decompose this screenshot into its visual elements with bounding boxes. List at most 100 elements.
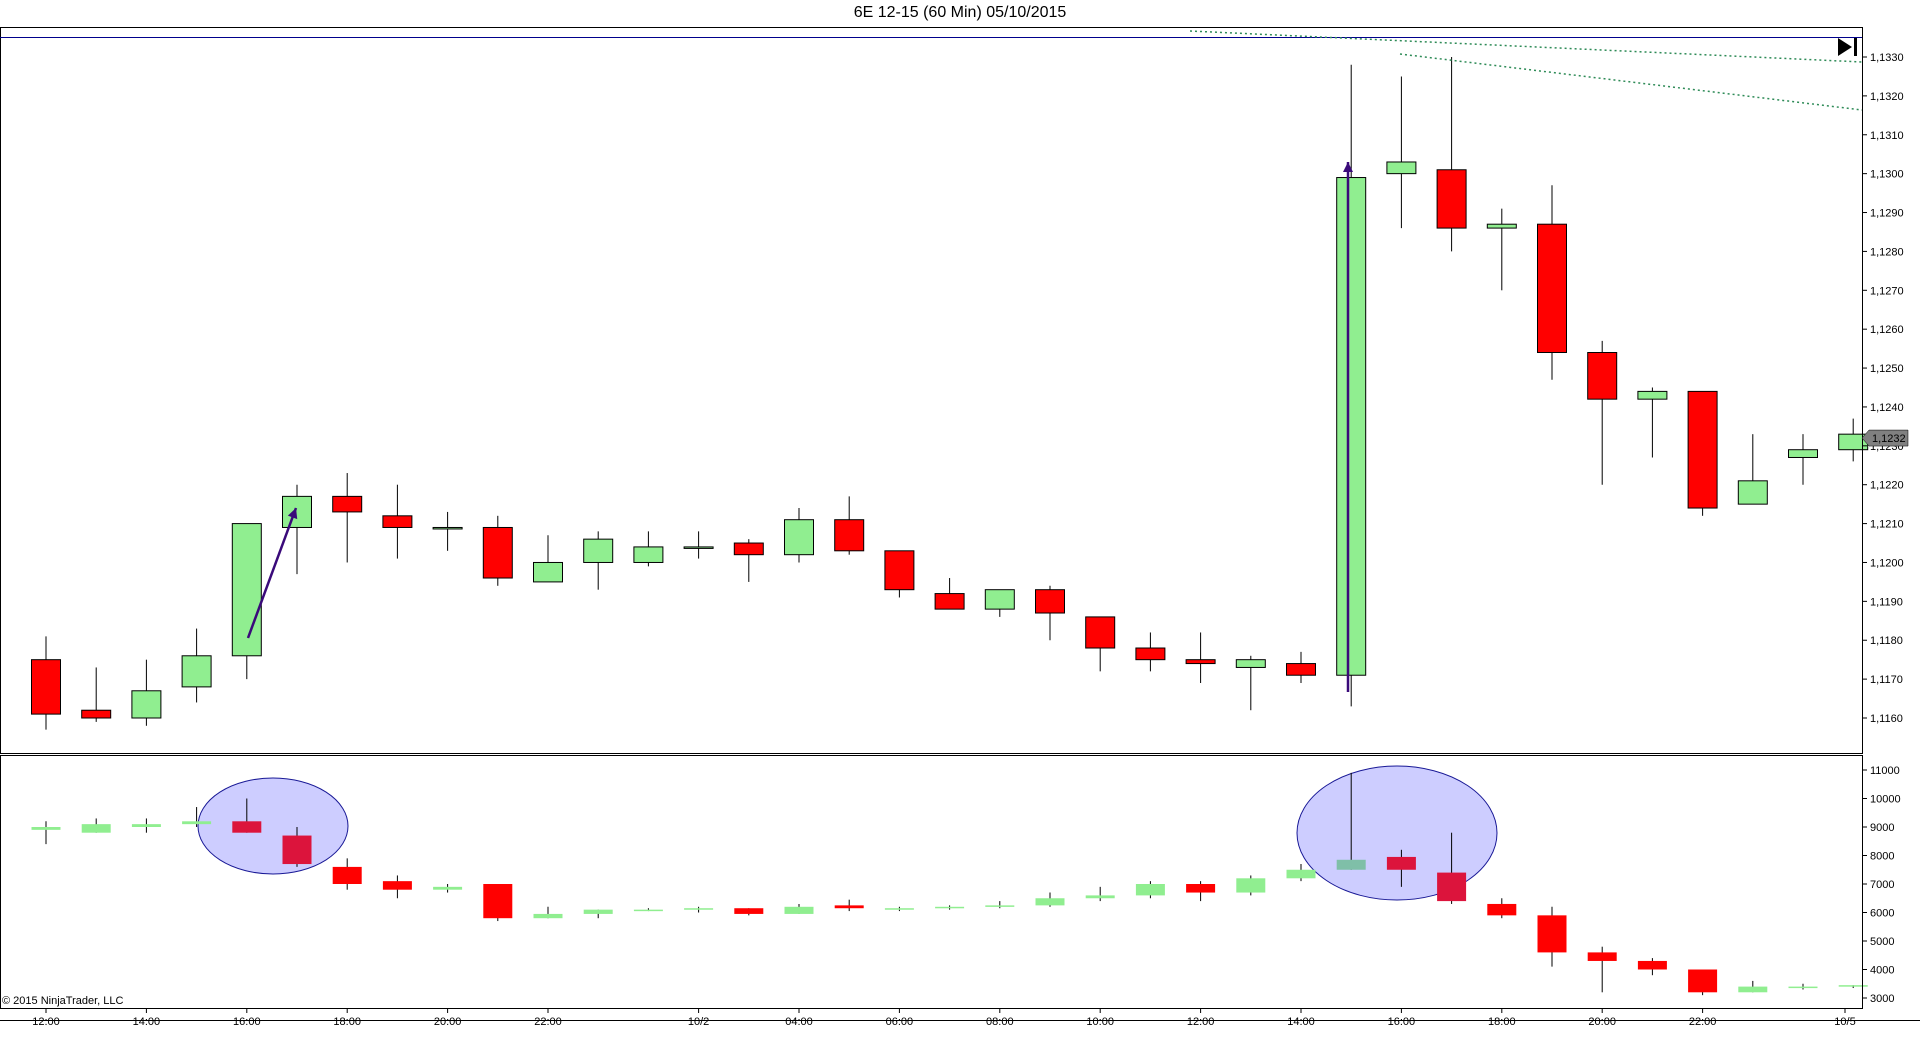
volume-candle-body (182, 821, 212, 825)
volume-highlight-ellipse (1296, 765, 1498, 901)
price-candle-body (1486, 223, 1517, 229)
volume-candle-body (131, 824, 161, 827)
volume-candle-body (282, 835, 312, 865)
price-panel (31, 57, 1869, 730)
volume-candle-body (985, 905, 1015, 907)
trendline-lower (1399, 53, 1863, 111)
last-price-label: 1,1232 (1872, 433, 1906, 445)
volume-candle-body (583, 909, 613, 914)
price-candle-body (131, 690, 162, 719)
axes: 1,1160 1,1170 1,1180 1,1190 1,1200 1,1210 1,12… (0, 27, 1920, 1028)
volume-candle-body (1437, 872, 1467, 902)
volume-candle-body (734, 908, 764, 914)
price-axis-label: 1,1240 (1870, 402, 1904, 414)
volume-candle-body (834, 905, 864, 909)
price-candle-body (934, 593, 965, 610)
volume-candle-body (1236, 878, 1266, 893)
volume-candle-body (1386, 856, 1416, 870)
price-axis-label: 1,1290 (1870, 208, 1904, 220)
time-axis-label: 12:00 (32, 1016, 60, 1028)
price-axis-label: 1,1270 (1870, 285, 1904, 297)
volume-axis-label: 11000 (1870, 765, 1900, 777)
price-candle-body (1286, 663, 1316, 676)
price-candle-body (231, 523, 262, 657)
volume-candle-body (1336, 859, 1366, 870)
price-candle-body (31, 659, 61, 715)
volume-candle-body (433, 886, 463, 890)
copyright-text: © 2015 NinjaTrader, LLC (2, 995, 124, 1007)
volume-candle-body (232, 821, 262, 833)
time-axis-label: 18:00 (1488, 1016, 1516, 1028)
time-axis-label: 10:00 (1086, 1016, 1114, 1028)
price-candle-body (1436, 169, 1467, 229)
volume-candle-body (1738, 986, 1768, 993)
volume-panel-frame (0, 755, 1863, 1009)
price-candle-body (1587, 352, 1618, 400)
price-candle-body (1386, 161, 1417, 175)
price-candle-body (1235, 659, 1266, 668)
volume-candle-body (382, 881, 412, 890)
price-candle-body (583, 538, 614, 563)
volume-candle-body (784, 906, 814, 914)
volume-candle-body (533, 913, 563, 919)
arrow-drawing-head (287, 508, 298, 520)
price-candle-body (1135, 647, 1166, 661)
price-candle-body (1336, 177, 1367, 676)
price-axis-label: 1,1210 (1870, 519, 1904, 531)
last-price-badge (1861, 429, 1909, 447)
price-candle-body (282, 495, 312, 528)
price-axis-label: 1,1310 (1870, 130, 1904, 142)
time-axis-label: 12:00 (1187, 1016, 1215, 1028)
time-axis-label: 14:00 (133, 1016, 161, 1028)
time-axis-label: 08:00 (986, 1016, 1014, 1028)
price-candle-body (784, 519, 814, 556)
price-axis-label: 1,1300 (1870, 169, 1904, 181)
time-axis-label: 06:00 (886, 1016, 914, 1028)
chart-title: 6E 12-15 (60 Min) 05/10/2015 (853, 4, 1067, 21)
price-candle-body (181, 655, 212, 688)
price-candle-body (1788, 449, 1818, 458)
price-candle-body (1537, 223, 1567, 354)
arrow-drawing-head (1343, 162, 1353, 172)
volume-candle-body (1537, 915, 1567, 953)
arrow-drawing (246, 507, 298, 639)
volume-axis-label: 9000 (1870, 822, 1894, 834)
volume-candle-body (1637, 960, 1667, 970)
price-candle-body (1185, 659, 1216, 665)
volume-axis-label: 3000 (1870, 993, 1894, 1005)
price-candle-body (482, 526, 513, 579)
price-axis-label: 1,1320 (1870, 91, 1904, 103)
price-axis-label: 1,1200 (1870, 557, 1904, 569)
volume-candle-body (884, 908, 914, 910)
volume-candle-body (1487, 903, 1517, 916)
price-candle-body (834, 519, 865, 552)
time-axis-label: 10/5 (1834, 1016, 1855, 1028)
time-axis-label: 20:00 (1588, 1016, 1616, 1028)
price-axis-label: 1,1180 (1870, 635, 1903, 647)
volume-candle-body (1186, 884, 1216, 893)
volume-candle-body (1035, 898, 1065, 906)
volume-axis-label: 8000 (1870, 851, 1894, 863)
price-candle-body (382, 515, 413, 528)
time-axis-label: 22:00 (534, 1016, 562, 1028)
time-axis-label: 14:00 (1287, 1016, 1315, 1028)
scroll-to-end-button[interactable] (1836, 36, 1862, 58)
price-candle-body (733, 542, 764, 556)
time-axis-label: 10/2 (688, 1016, 709, 1028)
volume-candle-body (633, 909, 663, 912)
price-candle-body (984, 589, 1015, 610)
volume-axis-label: 7000 (1870, 879, 1894, 891)
price-candle-body (683, 546, 714, 549)
price-candle-body (884, 550, 915, 591)
price-candle-body (432, 526, 463, 530)
price-axis-label: 1,1250 (1870, 363, 1904, 375)
price-candle-body (332, 495, 363, 513)
time-axis-label: 22:00 (1689, 1016, 1717, 1028)
price-candle-body (1085, 616, 1116, 649)
volume-candle-body (1788, 986, 1818, 989)
time-axis-label: 16:00 (233, 1016, 261, 1028)
time-axis-label: 16:00 (1388, 1016, 1416, 1028)
price-axis-label: 1,1160 (1870, 713, 1903, 725)
volume-candle-body (1286, 869, 1316, 879)
